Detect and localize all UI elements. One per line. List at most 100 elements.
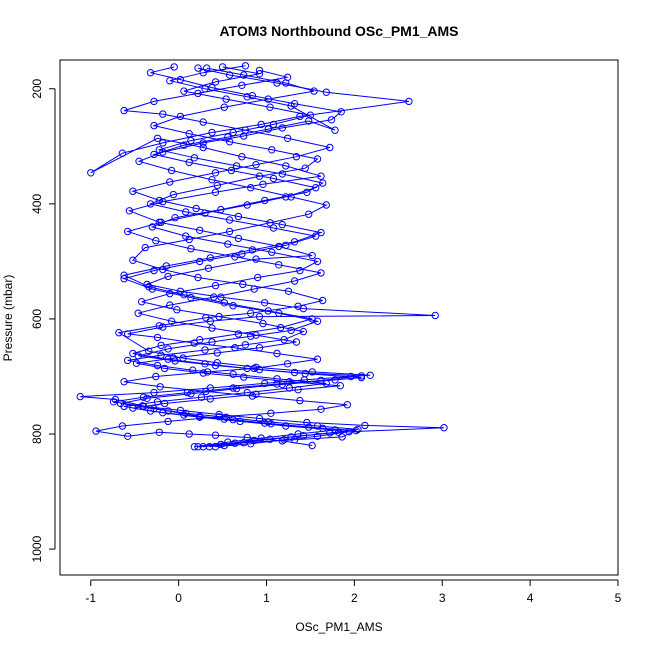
data-point [215,312,223,321]
data-point [111,395,120,404]
data-point [248,92,257,100]
data-point [199,143,207,152]
y-tick-label: 1000 [30,535,44,562]
chart-title: ATOM3 Northbound OSc_PM1_AMS [219,23,458,39]
data-point [185,158,193,167]
data-point [305,117,313,125]
data-point [197,393,206,401]
data-point [185,130,193,138]
data-point [199,443,207,451]
data-point [227,166,236,175]
data-point [269,224,278,232]
data-point [296,396,304,405]
data-point [211,431,220,439]
x-axis: -1 0 1 2 3 4 5 [85,579,622,605]
data-point [290,368,299,377]
data-point [157,218,165,227]
data-point [232,162,241,170]
data-point [166,289,174,298]
data-point [312,232,320,240]
data-point [167,166,176,175]
data-point [255,70,264,78]
y-tick-label: 600 [30,309,44,329]
data-point [247,309,255,317]
data-point [169,354,178,362]
data-point [201,209,209,217]
data-point [352,426,360,435]
data-point [273,79,281,87]
data-point [199,69,207,77]
data-point [282,422,290,430]
data-point [211,188,220,197]
data-point [152,237,160,245]
data-point [247,332,255,340]
data-point [238,250,246,258]
data-point [273,375,281,383]
data-point [129,256,137,264]
data-point [206,317,215,325]
x-tick-label: 4 [527,591,534,605]
data-point [220,299,229,307]
data-point [204,264,213,272]
data-point [189,366,197,374]
data-point [319,179,327,187]
x-tick-label: 2 [351,591,358,605]
data-point [322,201,330,209]
data-point [234,212,243,221]
data-point [240,71,248,79]
data-point [296,266,304,275]
data-point [224,438,232,446]
data-point [155,196,164,205]
data-point [215,410,223,419]
data-point [124,356,132,365]
data-point [109,398,118,406]
data-point [343,401,351,409]
y-tick-label: 400 [30,194,44,214]
data-point [220,103,229,111]
data-point [247,440,255,448]
data-point [153,361,162,370]
data-point [208,128,216,137]
data-point [213,349,222,357]
data-point [210,293,218,301]
data-point [264,125,272,133]
data-point [229,370,237,378]
data-point [287,102,295,110]
data-point [278,170,286,178]
data-point [185,430,193,438]
data-point [312,184,320,192]
data-point [241,341,250,349]
series-line [120,67,362,448]
data-point [331,126,339,134]
data-point [283,134,292,143]
data-point [259,319,267,328]
data-point [243,93,251,101]
data-point [282,193,290,201]
data-point [201,360,209,368]
data-point [269,174,278,183]
data-point [232,384,241,393]
data-point [252,255,260,263]
data-point [283,73,292,82]
data-point [190,339,199,347]
data-point [440,424,448,432]
data-point [120,402,128,411]
data-point [255,414,264,423]
data-point [190,443,199,451]
data-point [180,141,188,149]
data-point [248,246,257,254]
data-point [166,77,174,85]
data-point [190,154,199,162]
data-point [290,277,299,285]
data-point [169,190,178,199]
series-line [125,65,341,448]
data-point [225,71,234,79]
data-point [125,207,134,215]
data-point [317,172,325,180]
y-tick-label: 200 [30,78,44,98]
data-point [337,108,345,116]
data-point [308,441,316,450]
x-tick-label: 0 [175,591,182,605]
data-point [208,176,216,184]
data-point [243,433,251,442]
